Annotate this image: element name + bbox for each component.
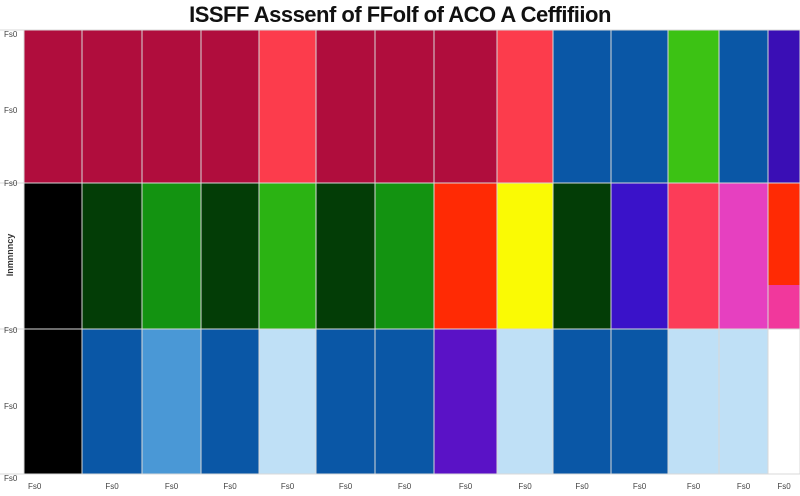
- heatmap-cell: [375, 30, 434, 183]
- heatmap-cell: [434, 30, 497, 183]
- heatmap-cell: [24, 329, 82, 474]
- x-tick-label: Fs0: [223, 482, 237, 491]
- y-tick-label: Fs0: [4, 326, 18, 335]
- heatmap-cell: [201, 183, 259, 329]
- x-tick-label: Fs0: [459, 482, 473, 491]
- y-tick-label: Fs0: [4, 30, 18, 39]
- x-tick-label: Fs0: [518, 482, 532, 491]
- heatmap-cell: [259, 30, 316, 183]
- heatmap-cell: [259, 329, 316, 474]
- x-tick-label: Fs0: [28, 482, 42, 491]
- x-tick-label: Fs0: [575, 482, 589, 491]
- heatmap-cell: [768, 285, 800, 329]
- heatmap-cell: [434, 329, 497, 474]
- heatmap-cell: [611, 329, 668, 474]
- chart-title: ISSFF Asssenf of FFolf of ACO A Ceffifii…: [189, 2, 611, 27]
- heatmap-cell: [668, 183, 719, 329]
- heatmap-cell: [142, 183, 201, 329]
- heatmap-cell: [82, 329, 142, 474]
- heatmap-cell: [434, 183, 497, 329]
- x-tick-label: Fs0: [777, 482, 791, 491]
- heatmap-cell: [375, 329, 434, 474]
- x-tick-label: Fs0: [281, 482, 295, 491]
- x-tick-label: Fs0: [165, 482, 179, 491]
- heatmap-cell: [719, 30, 768, 183]
- x-tick-label: Fs0: [737, 482, 751, 491]
- heatmap-cell: [24, 183, 82, 329]
- x-tick-label: Fs0: [398, 482, 412, 491]
- heatmap-cell: [668, 30, 719, 183]
- heatmap-cell: [611, 30, 668, 183]
- heatmap-cell: [719, 329, 768, 474]
- x-tick-label: Fs0: [339, 482, 353, 491]
- x-tick-label: Fs0: [687, 482, 701, 491]
- heatmap-cell: [316, 30, 375, 183]
- heatmap-cell: [82, 183, 142, 329]
- y-tick-label: Fs0: [4, 402, 18, 411]
- heatmap-cell: [497, 329, 553, 474]
- heatmap-cell: [553, 329, 611, 474]
- heatmap-cell: [768, 183, 800, 285]
- heatmap-cell: [768, 329, 800, 474]
- heatmap-cell: [259, 183, 316, 329]
- heatmap-cell: [142, 30, 201, 183]
- y-tick-label: Fs0: [4, 106, 18, 115]
- heatmap-cell: [768, 30, 800, 183]
- heatmap-cell: [611, 183, 668, 329]
- heatmap-cell: [142, 329, 201, 474]
- heatmap-cell: [497, 30, 553, 183]
- y-axis-label: Inmnnncy: [5, 234, 15, 277]
- x-tick-label: Fs0: [105, 482, 119, 491]
- heatmap-cell: [375, 183, 434, 329]
- heatmap-cell: [24, 30, 82, 183]
- heatmap-cell: [553, 183, 611, 329]
- heatmap-cell: [719, 183, 768, 285]
- heatmap-cell: [201, 329, 259, 474]
- heatmap-cell: [201, 30, 259, 183]
- heatmap-cell: [553, 30, 611, 183]
- heatmap-cell: [719, 285, 768, 329]
- y-tick-label: Fs0: [4, 179, 18, 188]
- x-tick-label: Fs0: [633, 482, 647, 491]
- heatmap-cell: [668, 329, 719, 474]
- y-tick-label: Fs0: [4, 474, 18, 483]
- heatmap-cell: [316, 183, 375, 329]
- heatmap-cell: [82, 30, 142, 183]
- heatmap-cell: [316, 329, 375, 474]
- heatmap-cell: [497, 183, 553, 329]
